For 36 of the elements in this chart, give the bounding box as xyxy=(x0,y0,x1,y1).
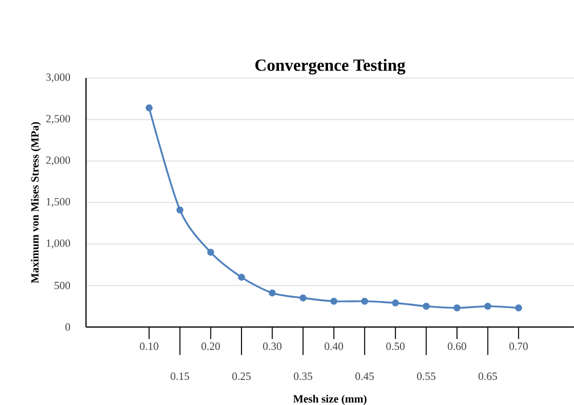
y-tick-label: 2,500 xyxy=(46,115,70,124)
x-tick-label: 0.35 xyxy=(294,372,312,380)
x-tick-label: 0.20 xyxy=(201,342,220,350)
point xyxy=(422,302,430,310)
point xyxy=(454,304,460,312)
x-tick-label: 0.70 xyxy=(509,342,528,350)
x-tick-label: 0.50 xyxy=(386,342,405,350)
point xyxy=(300,294,307,302)
point xyxy=(392,299,399,306)
y-tick-label: 1,500 xyxy=(46,198,70,207)
point xyxy=(176,206,184,214)
y-axis-title: Maximum von Mises Stress (MPa) xyxy=(30,122,41,284)
x-tick-label: 0.55 xyxy=(417,372,436,380)
x-tick-label: 0.40 xyxy=(324,342,344,350)
x-tick-label: 0.25 xyxy=(232,372,251,380)
y-tick-label: 3,000 xyxy=(46,74,70,83)
point xyxy=(484,302,492,310)
x-tick-label: 0.60 xyxy=(448,342,466,350)
x-axis-title: Mesh size (mm) xyxy=(293,394,366,405)
y-tick-label: 2,000 xyxy=(46,156,70,166)
point xyxy=(146,104,153,112)
x-tick-label: 0.15 xyxy=(170,372,190,380)
point xyxy=(207,248,214,256)
y-tick-label: 1,000 xyxy=(46,239,70,248)
x-tick-label: 0.30 xyxy=(263,342,282,350)
y-tick-label: 500 xyxy=(54,282,70,290)
point xyxy=(361,298,368,305)
x-tick-label: 0.65 xyxy=(478,372,497,380)
x-tick-label: 0.45 xyxy=(355,372,374,380)
point xyxy=(330,298,338,305)
y-tick-label: 0 xyxy=(65,323,70,331)
x-tick-label: 0.10 xyxy=(140,342,158,350)
chart-title: Convergence Testing xyxy=(255,58,406,74)
point xyxy=(238,274,245,281)
point xyxy=(268,289,276,296)
point xyxy=(515,304,522,312)
